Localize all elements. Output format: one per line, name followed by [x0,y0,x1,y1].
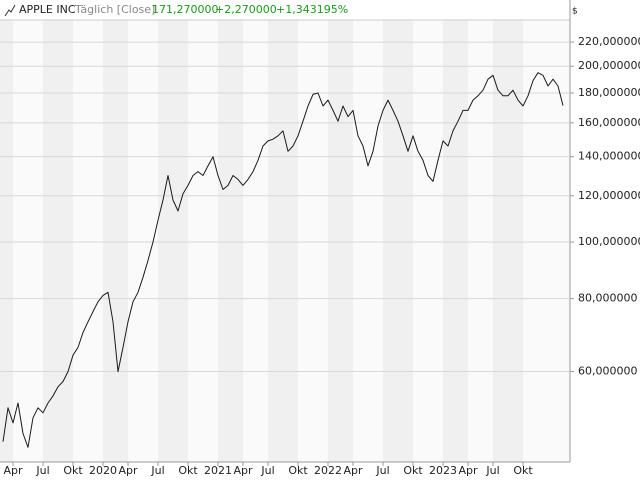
band [103,20,128,462]
band [328,20,353,462]
subtitle: Täglich [Close] [74,3,155,16]
x-tick-label: Jul [150,464,164,477]
band [413,20,443,462]
x-tick-label: Okt [178,464,198,477]
x-tick-label: Apr [3,464,23,477]
band [43,20,73,462]
band [268,20,298,462]
x-tick-label: Okt [288,464,308,477]
band [383,20,413,462]
band [353,20,383,462]
x-tick-label: 2021 [204,464,232,477]
icon [4,4,16,17]
x-tick-label: Jul [260,464,274,477]
band [13,20,43,462]
x-tick-label: Jul [375,464,389,477]
y-tick-label: 120,000000 [578,189,640,202]
band [158,20,188,462]
x-tick-label: 2020 [89,464,117,477]
x-tick-label: Okt [63,464,83,477]
y-tick-label: 160,000000 [578,116,640,129]
x-tick-label: Apr [233,464,253,477]
band [523,20,570,462]
y-tick-label: 60,000000 [578,365,638,378]
x-tick-label: Apr [343,464,363,477]
band [443,20,468,462]
x-tick-label: Apr [458,464,478,477]
band [218,20,243,462]
y-tick-label: 80,000000 [578,292,638,305]
band [298,20,328,462]
x-tick-label: Jul [35,464,49,477]
x-tick-label: Jul [485,464,499,477]
change: +2,270000 [215,3,277,16]
band [0,20,13,462]
band [188,20,218,462]
band [468,20,493,462]
chart-title: APPLE INC [19,3,76,16]
y-tick-label: 100,000000 [578,235,640,248]
band [243,20,268,462]
bands [0,20,570,462]
x-tick-label: 2022 [314,464,342,477]
x-tick-label: Apr [118,464,138,477]
x-tick-label: Okt [513,464,533,477]
last-value: 171,270000 [152,3,218,16]
band [493,20,523,462]
y-tick-label: 140,000000 [578,150,640,163]
price-line [2,72,564,448]
y-tick-label: 180,000000 [578,86,640,99]
x-tick-label: Okt [403,464,423,477]
y-tick-label: 200,000000 [578,59,640,72]
change-percent: +1,343195% [276,3,348,16]
x-tick-label: 2023 [429,464,457,477]
band [73,20,103,462]
y-unit: $ [572,7,578,17]
y-tick-label: 220,000000 [578,35,640,48]
